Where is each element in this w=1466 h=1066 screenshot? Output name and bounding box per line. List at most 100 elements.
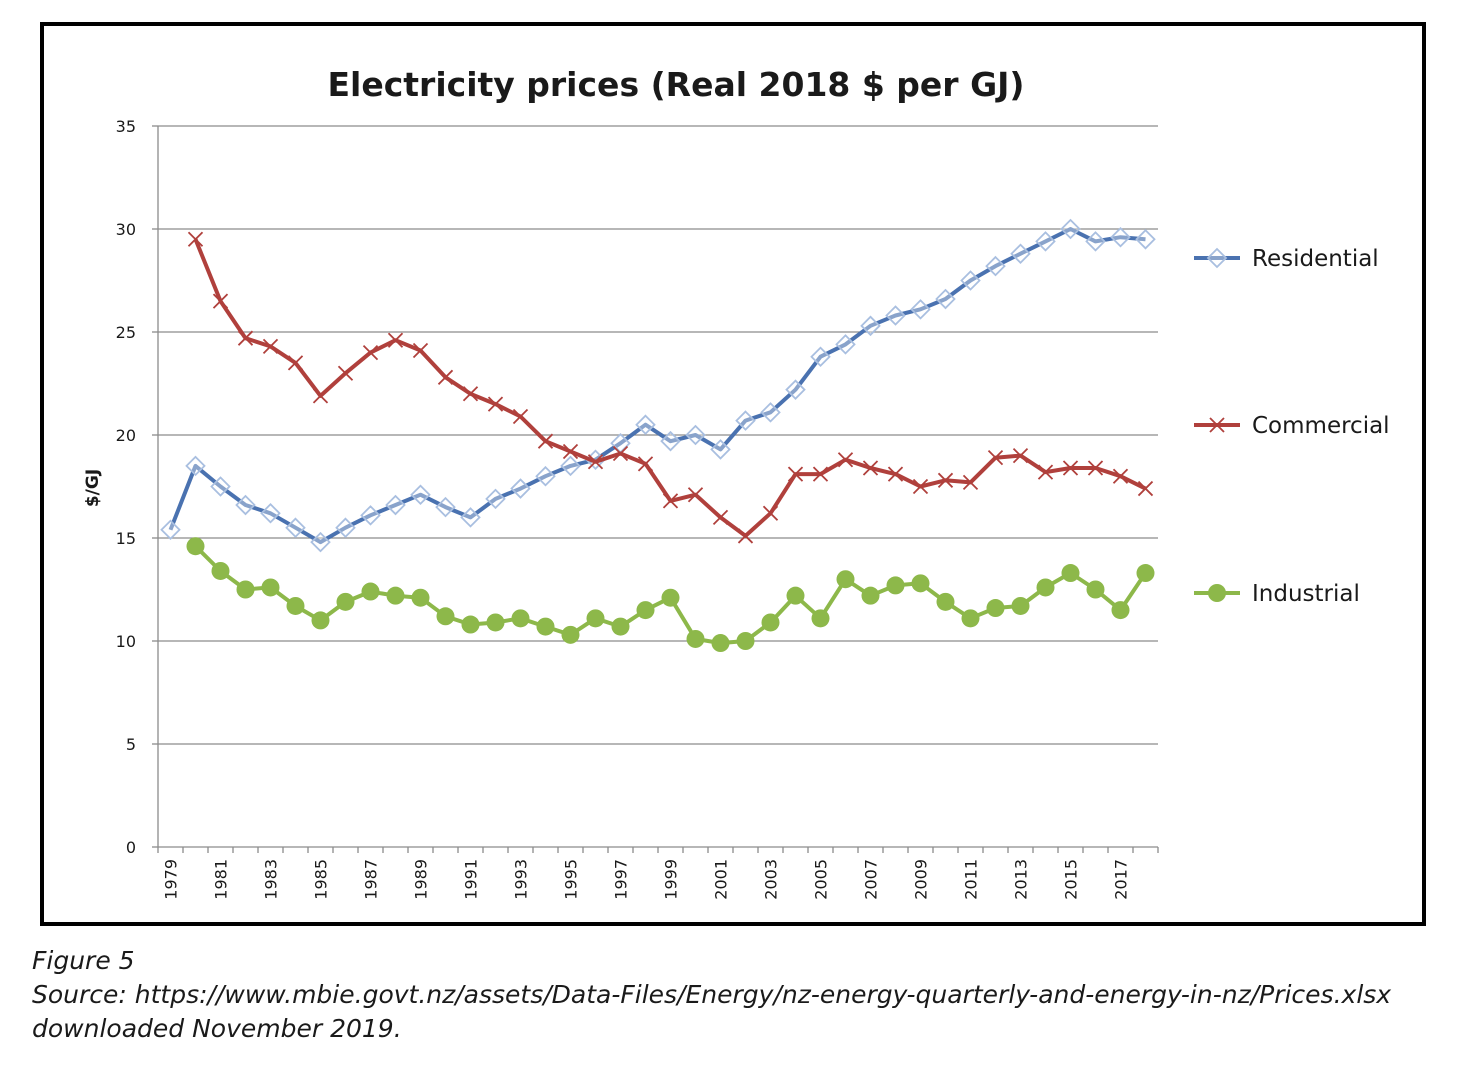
x-tick-label: 1997 [612,859,631,900]
residential-point [335,517,356,538]
industrial-point [661,588,680,607]
industrial-point [511,609,530,628]
industrial-point [786,586,805,605]
residential-point [435,496,456,518]
residential-point [410,484,431,506]
y-tick-label: 10 [116,632,136,651]
residential-point [260,503,281,524]
y-tick-label: 25 [116,323,136,342]
industrial-point [736,632,755,650]
commercial-point [1012,447,1029,464]
residential-point [1060,218,1081,240]
x-tick-label: 1999 [662,859,681,900]
residential-point [710,439,731,460]
legend-label-industrial: Industrial [1252,581,1360,607]
x-tick-label: 1993 [512,859,531,900]
x-tick-label: 2005 [812,859,831,900]
axes: 0 5 10 15 20 25 30 35 1979 1981 1983 1985 1987 1989 19… [116,117,1159,900]
industrial-point [386,586,405,605]
industrial-point [761,613,780,632]
commercial-point [1037,464,1054,480]
industrial-point [336,592,355,611]
commercial-point [712,509,729,526]
residential-point [510,478,531,499]
industrial-point [636,601,655,620]
residential-point [935,288,956,310]
industrial-point [1036,578,1055,597]
y-tick-label: 20 [116,426,136,445]
residential-point [310,531,331,553]
commercial-point [787,466,804,482]
x-tick-label: 1995 [562,859,581,900]
residential-point [210,476,231,497]
legend: Residential Commercial Industrial [1194,246,1390,607]
industrial-point [861,586,880,605]
figure-caption: Figure 5 [32,946,135,975]
industrial-point [236,580,255,599]
industrial-point [836,570,855,589]
industrial-point [261,578,280,597]
industrial-point [1061,564,1080,583]
residential-point [560,455,581,477]
industrial-point [611,617,630,636]
y-tick-label: 15 [116,529,136,548]
commercial-point [737,528,754,544]
residential-point [535,465,556,487]
industrial-point [561,625,580,644]
commercial-point [687,487,704,503]
residential-point [910,299,931,320]
legend-marker-commercial [1209,417,1225,433]
x-tick-label: 2017 [1112,859,1131,900]
legend-item-residential: Residential [1194,246,1379,272]
x-tick-label: 2011 [962,859,981,900]
commercial-point [312,388,329,404]
commercial-point [812,466,829,482]
residential-point [660,430,681,452]
industrial-point [936,592,955,611]
industrial-point [686,629,705,648]
commercial-line [193,238,1147,538]
commercial-point [662,493,679,509]
residential-point [160,519,181,541]
chart-frame: Electricity prices (Real 2018 $ per GJ) … [40,22,1426,926]
industrial-point [586,609,605,628]
commercial-point [512,408,529,425]
industrial-point [436,607,455,626]
source-caption: Source: https://www.mbie.govt.nz/assets/… [32,980,1392,1009]
industrial-point [311,611,330,630]
commercial-point [937,472,954,488]
residential-point [1010,243,1031,264]
x-tick-label: 1983 [262,859,281,900]
commercial-point [612,445,629,462]
legend-item-commercial: Commercial [1194,413,1390,439]
residential-point [285,517,306,538]
industrial-point [1136,564,1155,583]
residential-point [185,455,206,477]
legend-item-industrial: Industrial [1194,581,1360,607]
industrial-point [211,561,230,580]
residential-point [1085,231,1106,252]
legend-label-commercial: Commercial [1252,413,1390,439]
residential-line [168,227,1146,545]
industrial-point [986,599,1005,618]
commercial-point [1137,480,1154,497]
legend-label-residential: Residential [1252,246,1379,272]
residential-point [785,379,806,400]
industrial-point [486,613,505,632]
industrial-point [411,588,430,607]
residential-point [385,494,406,516]
y-tick-label: 0 [126,838,136,857]
x-tick-label: 2007 [862,859,881,900]
industrial-point [186,537,205,556]
residential-point [360,505,381,526]
commercial-point [412,342,429,359]
residential-point [735,410,756,431]
commercial-point [562,443,579,460]
commercial-point [1112,468,1129,484]
commercial-point [837,452,854,468]
commercial-point [1062,460,1079,476]
x-tick-label: 2009 [912,859,931,900]
y-tick-label: 35 [116,117,136,136]
commercial-point [262,338,279,355]
line-chart: Electricity prices (Real 2018 $ per GJ) … [83,65,1390,900]
